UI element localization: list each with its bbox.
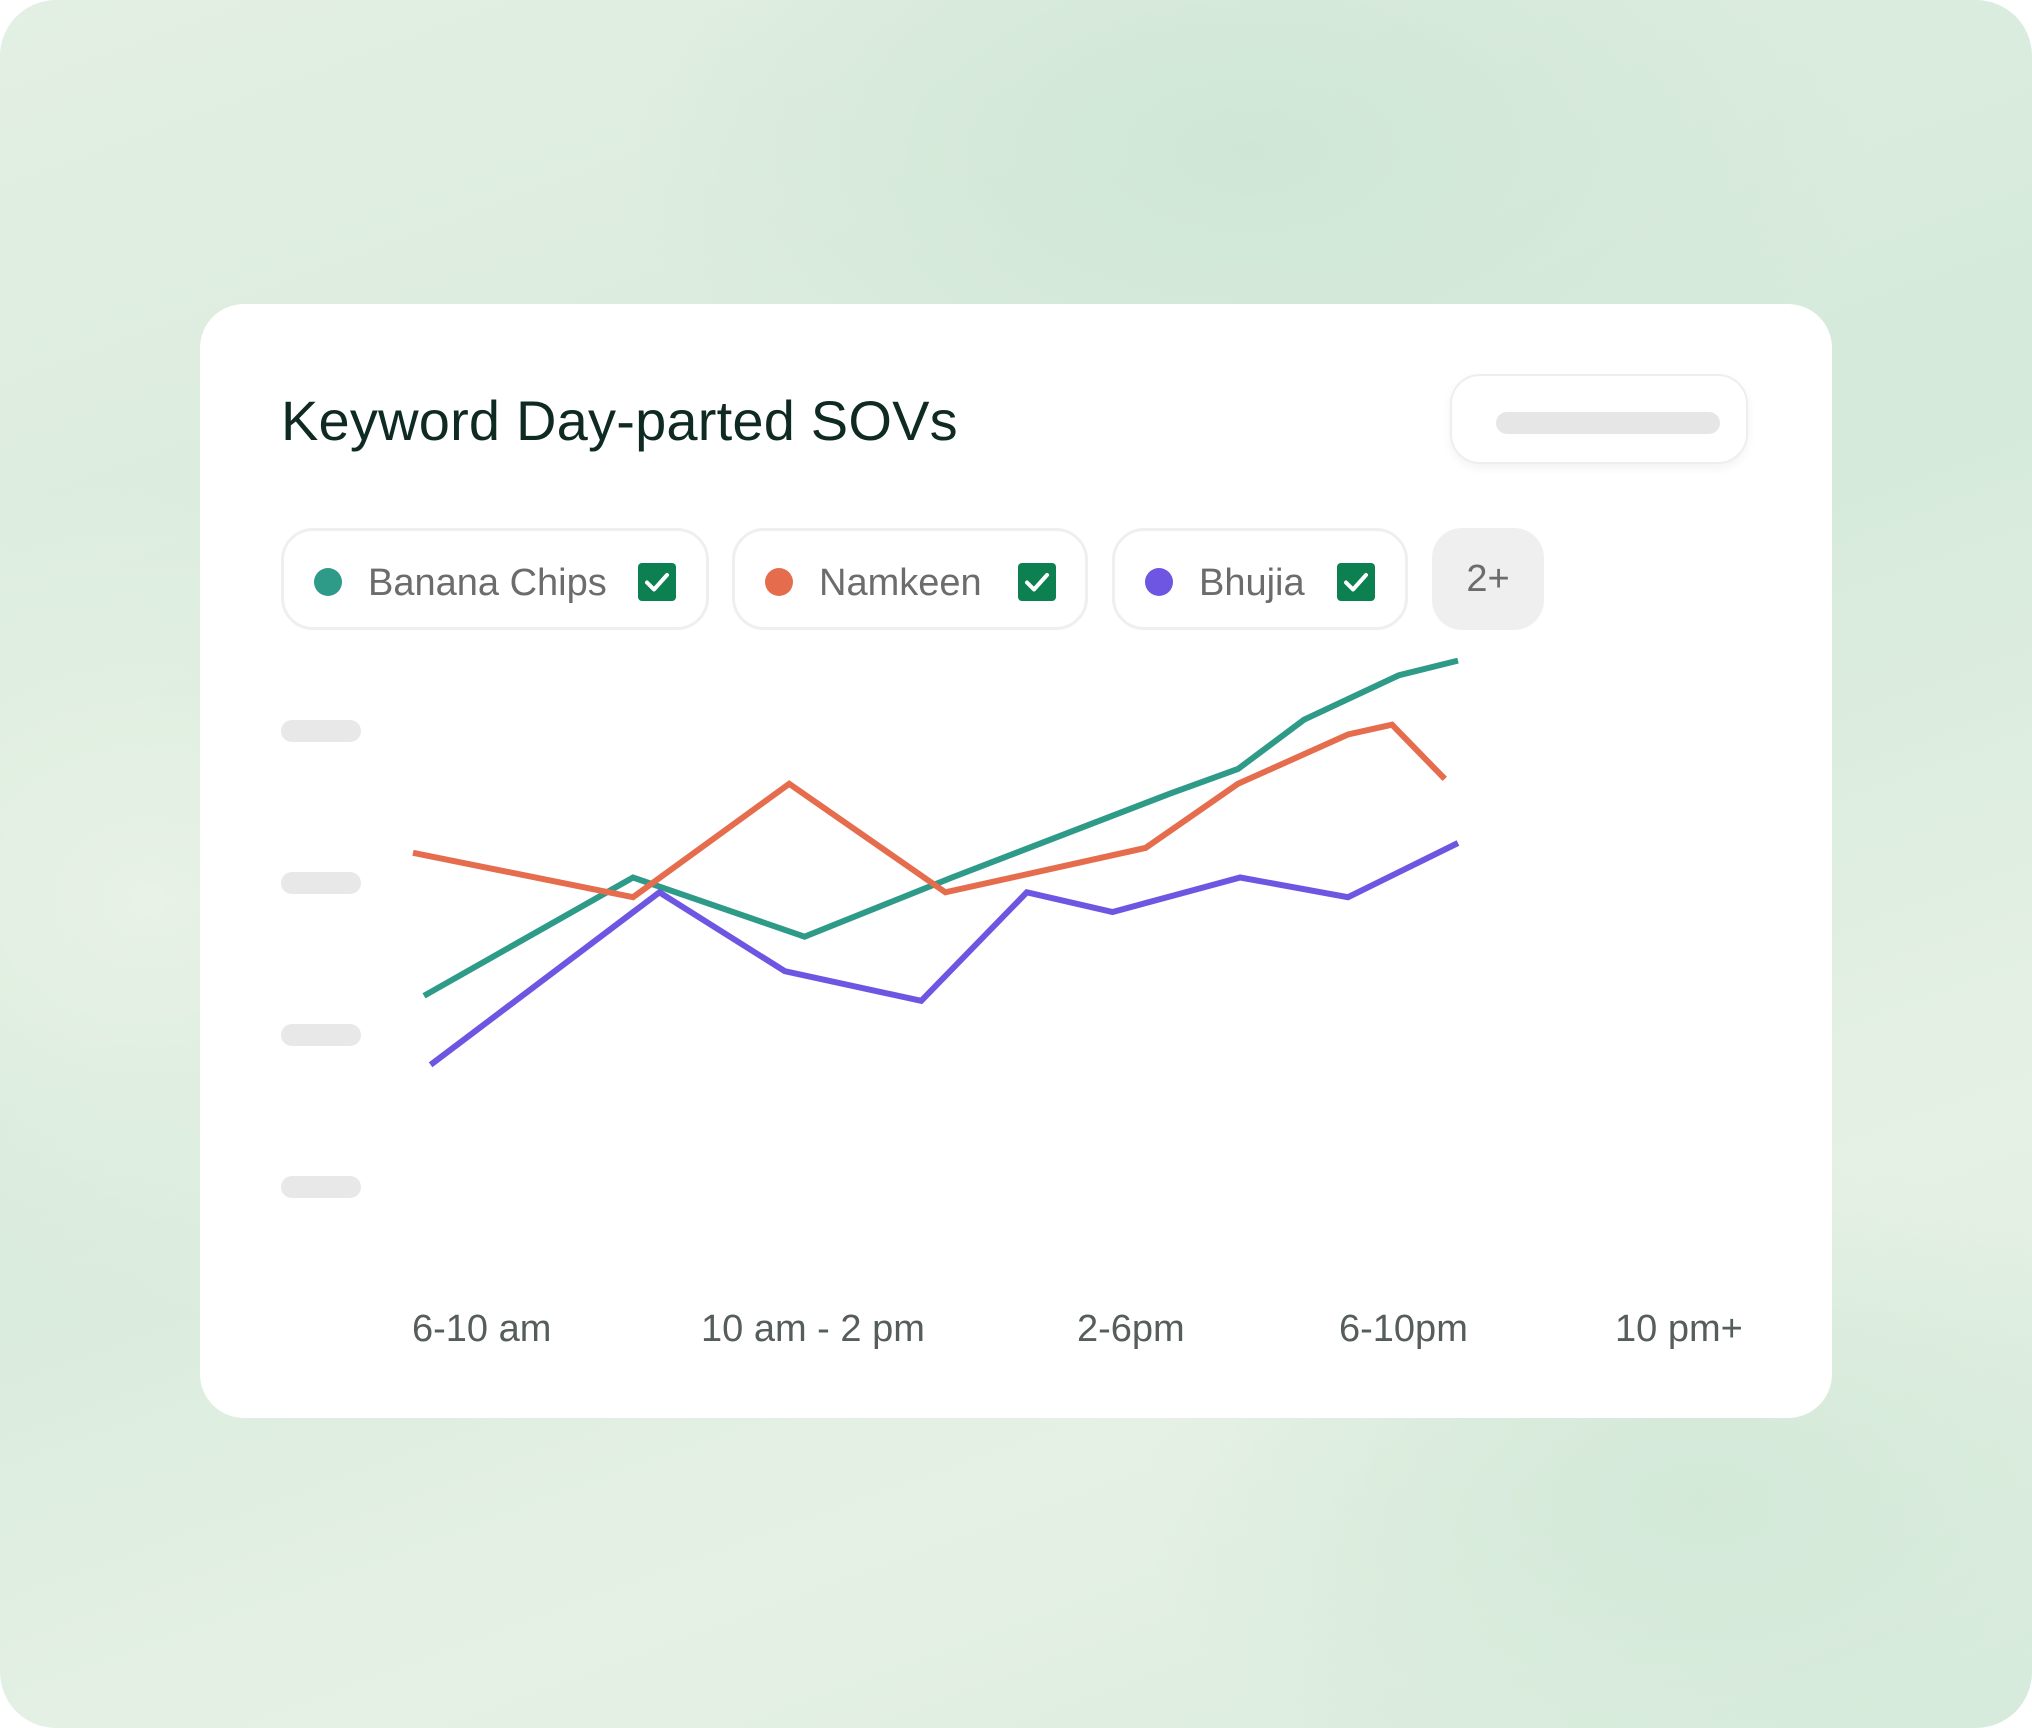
- x-tick-label: 2-6pm: [1077, 1308, 1185, 1350]
- more-series-button[interactable]: 2+: [1432, 528, 1544, 630]
- y-tick-placeholder: [281, 720, 361, 742]
- checkmark-icon[interactable]: [1018, 563, 1056, 601]
- series-color-dot: [1145, 568, 1173, 596]
- checkmark-icon[interactable]: [638, 563, 676, 601]
- series-color-dot: [314, 568, 342, 596]
- series-line-banana-chips: [422, 657, 1459, 999]
- legend-chip-namkeen[interactable]: Namkeen: [732, 528, 1088, 630]
- series-color-dot: [765, 568, 793, 596]
- legend-label: Banana Chips: [368, 562, 607, 604]
- series-line-bhujia: [428, 840, 1460, 1068]
- x-tick-label: 6-10 am: [412, 1308, 552, 1350]
- checkmark-icon[interactable]: [1337, 563, 1375, 601]
- chart-card: Keyword Day-parted SOVs Banana Chips Nam…: [200, 304, 1832, 1418]
- filter-dropdown-placeholder[interactable]: [1450, 374, 1748, 464]
- y-tick-placeholder: [281, 1024, 361, 1046]
- y-tick-placeholder: [281, 872, 361, 894]
- y-tick-placeholder: [281, 1176, 361, 1198]
- series-line-namkeen: [412, 721, 1447, 901]
- legend-chip-bhujia[interactable]: Bhujia: [1112, 528, 1408, 630]
- placeholder-bar: [1496, 412, 1720, 434]
- x-tick-label: 10 am - 2 pm: [701, 1308, 925, 1350]
- legend-label: Namkeen: [819, 562, 982, 604]
- line-chart-plot: [412, 657, 1460, 1068]
- legend-label: Bhujia: [1199, 562, 1305, 604]
- x-tick-label: 10 pm+: [1615, 1308, 1743, 1350]
- chart-title: Keyword Day-parted SOVs: [281, 389, 958, 452]
- legend-chip-banana-chips[interactable]: Banana Chips: [281, 528, 709, 630]
- x-tick-label: 6-10pm: [1339, 1308, 1468, 1350]
